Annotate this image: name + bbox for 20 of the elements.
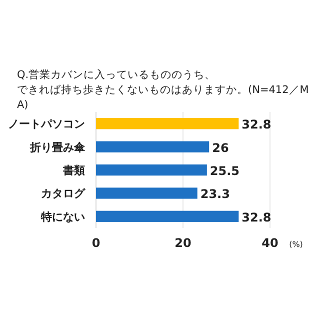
data-label: 32.8 xyxy=(242,210,272,224)
bar xyxy=(96,210,239,222)
data-label: 25.5 xyxy=(210,164,240,178)
y-tick-label: 特にない xyxy=(40,210,85,224)
y-tick-label: 書類 xyxy=(62,164,85,177)
bar xyxy=(96,188,198,199)
bar xyxy=(96,164,207,176)
data-label: 26 xyxy=(212,140,229,155)
y-tick-label: カタログ xyxy=(41,187,86,200)
x-tick-label: 20 xyxy=(174,236,192,250)
data-label: 23.3 xyxy=(200,187,230,202)
bar xyxy=(96,141,210,152)
x-tick-label: 0 xyxy=(92,236,100,250)
x-axis-title: (%) xyxy=(289,240,303,249)
y-tick-label: 折り畳み傘 xyxy=(29,140,86,154)
data-label: 32.8 xyxy=(242,118,272,132)
x-tick-label: 40 xyxy=(262,236,278,250)
chart-title: Q.営業カバンに入っているもののうち、できれば持ち歩きたくないものはありますか。(N=412／MA) xyxy=(17,68,309,111)
y-tick-label: ノートパソコン xyxy=(8,118,85,131)
bar xyxy=(96,118,239,130)
